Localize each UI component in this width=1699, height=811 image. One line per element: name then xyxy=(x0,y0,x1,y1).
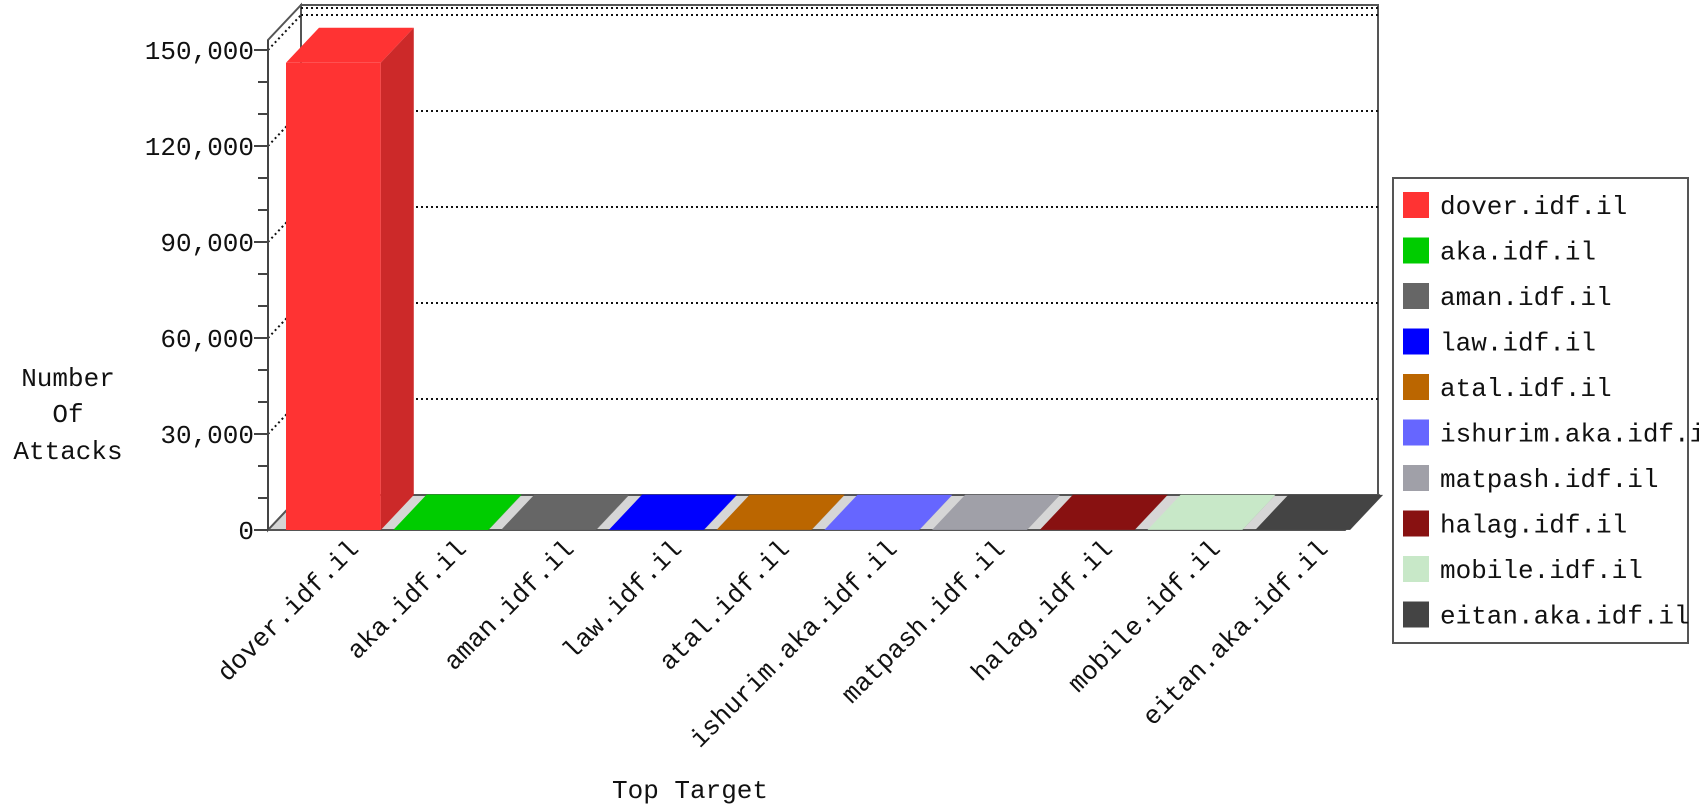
back-wall xyxy=(300,4,1379,496)
bar-side xyxy=(1350,494,1384,530)
legend-box xyxy=(1392,177,1689,644)
bars xyxy=(286,27,1384,531)
bar-eitan.aka.idf.il xyxy=(1255,494,1384,530)
legend-label-aman.idf.il: aman.idf.il xyxy=(1440,283,1612,313)
y-tick-label: 60,000 xyxy=(160,325,254,355)
x-axis-label: Top Target xyxy=(612,776,768,806)
x-tick-label-eitan.aka.idf.il: eitan.aka.idf.il xyxy=(1137,534,1335,732)
y-axis-label-line-1: Number xyxy=(21,364,115,394)
bar-side xyxy=(1134,494,1168,530)
legend-swatch-dover.idf.il xyxy=(1403,192,1429,218)
bar-top xyxy=(1255,494,1384,530)
legend-swatch-aka.idf.il xyxy=(1403,237,1429,264)
legend-label-matpash.idf.il: matpash.idf.il xyxy=(1440,465,1658,495)
bar-side xyxy=(596,494,630,530)
x-tick-label-ishurim.aka.idf.il: ishurim.aka.idf.il xyxy=(684,534,904,754)
legend-label-halag.idf.il: halag.idf.il xyxy=(1440,511,1627,541)
legend-label-aka.idf.il: aka.idf.il xyxy=(1440,238,1596,268)
bar-front xyxy=(286,62,381,531)
y-axis-label-line-2: Of xyxy=(52,400,83,430)
bar-top xyxy=(609,494,737,530)
bar-side xyxy=(811,494,845,530)
bar-law.idf.il xyxy=(609,494,737,530)
legend-label-ishurim.aka.idf.il: ishurim.aka.idf.il xyxy=(1440,420,1699,450)
bar-side xyxy=(488,494,522,530)
x-axis-tick-labels: dover.idf.ilaka.idf.ilaman.idf.illaw.idf… xyxy=(212,534,1335,754)
legend-label-dover.idf.il: dover.idf.il xyxy=(1440,192,1627,222)
y-axis: 0 30,000 60,000 90,000 120,000 150,000 xyxy=(145,37,269,547)
bar-side xyxy=(703,494,737,530)
y-tick-label: 30,000 xyxy=(160,421,254,451)
bar-top xyxy=(824,494,953,530)
bar-top xyxy=(716,494,845,530)
bar-aka.idf.il xyxy=(393,494,522,530)
legend-label-atal.idf.il: atal.idf.il xyxy=(1440,374,1612,404)
legend-label-mobile.idf.il: mobile.idf.il xyxy=(1440,556,1643,586)
bar-top xyxy=(1147,494,1276,530)
y-axis-label-line-3: Attacks xyxy=(13,437,122,467)
bar-top xyxy=(286,27,414,63)
bar-top xyxy=(393,494,522,530)
bar-side xyxy=(919,494,953,530)
bar-side xyxy=(380,27,414,531)
bar-atal.idf.il xyxy=(716,494,845,530)
legend-swatch-mobile.idf.il xyxy=(1403,556,1429,582)
legend-swatch-eitan.aka.idf.il xyxy=(1403,601,1429,628)
legend-label-law.idf.il: law.idf.il xyxy=(1440,329,1596,359)
bar-top xyxy=(501,494,630,530)
y-axis-label: Number Of Attacks xyxy=(13,364,122,467)
bar-side xyxy=(1242,494,1276,530)
legend-swatch-aman.idf.il xyxy=(1403,283,1429,309)
legend-swatch-halag.idf.il xyxy=(1403,510,1429,537)
y-tick-label: 150,000 xyxy=(145,37,254,67)
bar-top xyxy=(1039,494,1168,530)
legend-label-eitan.aka.idf.il: eitan.aka.idf.il xyxy=(1440,602,1690,632)
bar-aman.idf.il xyxy=(501,494,630,530)
bar-ishurim.aka.idf.il xyxy=(824,494,953,530)
chart-walls xyxy=(265,2,1381,533)
bar-halag.idf.il xyxy=(1039,494,1168,530)
x-tick-label-dover.idf.il: dover.idf.il xyxy=(212,534,366,688)
gridline-side xyxy=(267,14,302,51)
y-tick-label: 0 xyxy=(238,517,254,547)
legend-swatch-law.idf.il xyxy=(1403,328,1429,355)
legend: dover.idf.il aka.idf.il aman.idf.il law.idf… xyxy=(1392,177,1699,644)
bar-side xyxy=(1026,494,1060,530)
bar-dover.idf.il xyxy=(286,27,414,531)
legend-swatch-matpash.idf.il xyxy=(1403,465,1429,491)
y-tick-label: 90,000 xyxy=(160,229,254,259)
bar-mobile.idf.il xyxy=(1147,494,1276,530)
y-tick-label: 120,000 xyxy=(145,133,254,163)
bar-top xyxy=(932,494,1060,530)
legend-swatch-ishurim.aka.idf.il xyxy=(1403,419,1429,446)
bar-matpash.idf.il xyxy=(932,494,1060,530)
legend-swatch-atal.idf.il xyxy=(1403,374,1429,400)
